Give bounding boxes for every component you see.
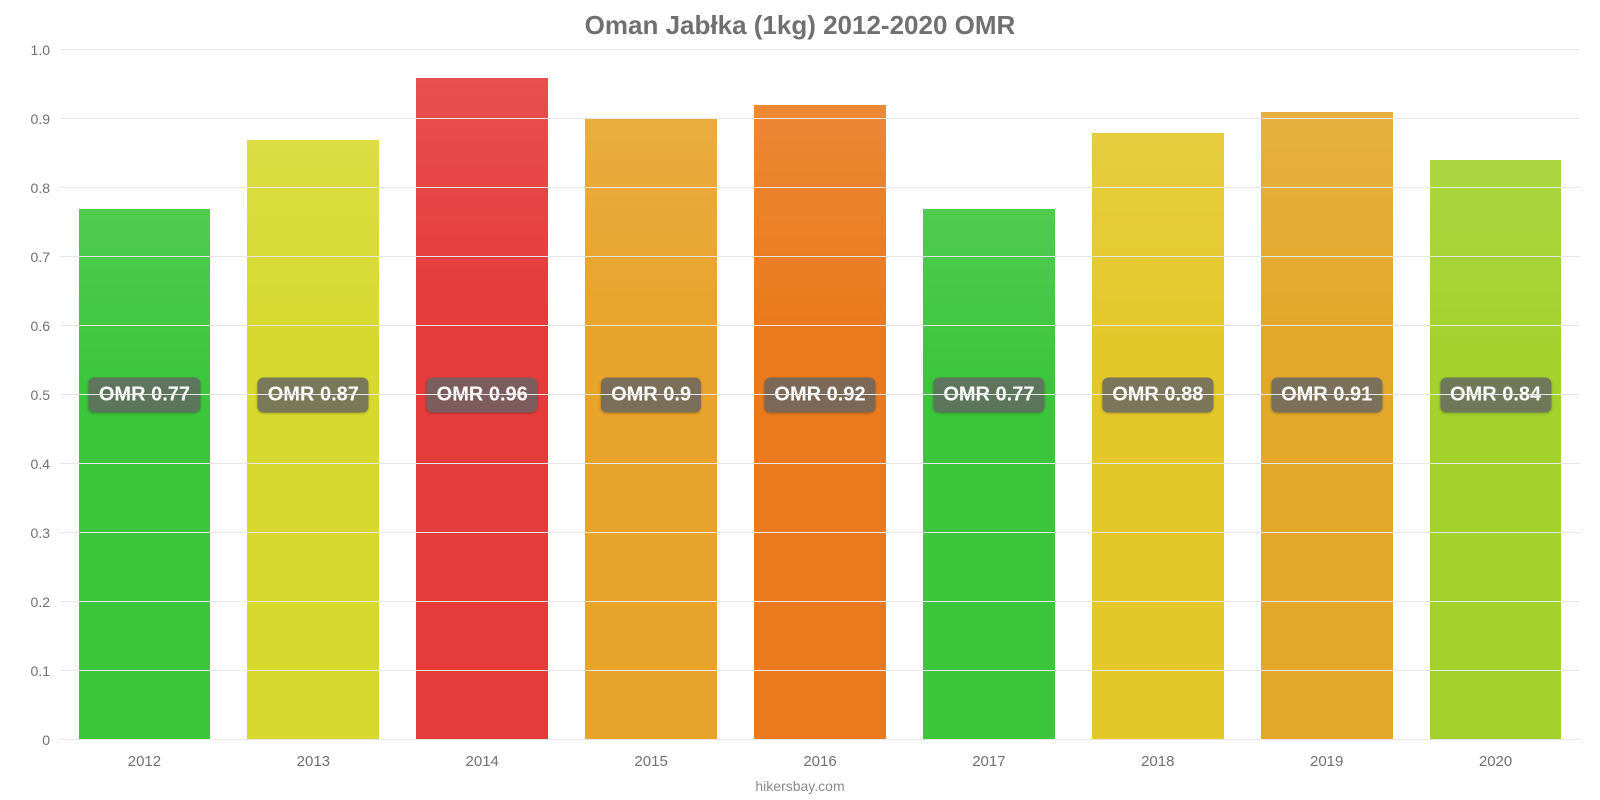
bar-highlight bbox=[585, 119, 717, 740]
ytick-label: 0 bbox=[42, 732, 60, 748]
xtick-label: 2014 bbox=[398, 753, 567, 770]
bar bbox=[247, 140, 379, 740]
ytick-label: 1.0 bbox=[31, 42, 60, 58]
xtick-label: 2017 bbox=[904, 753, 1073, 770]
bar-slot: OMR 0.9 bbox=[567, 50, 736, 740]
bar-highlight bbox=[1092, 133, 1224, 740]
gridline bbox=[60, 394, 1580, 395]
bar bbox=[585, 119, 717, 740]
gridline bbox=[60, 49, 1580, 50]
bar-highlight bbox=[416, 78, 548, 740]
gridline bbox=[60, 670, 1580, 671]
ytick-label: 0.8 bbox=[31, 180, 60, 196]
xtick-label: 2020 bbox=[1411, 753, 1580, 770]
bar-highlight bbox=[247, 140, 379, 740]
bar bbox=[1430, 160, 1562, 740]
bar-highlight bbox=[923, 209, 1055, 740]
chart-container: Oman Jabłka (1kg) 2012-2020 OMR OMR 0.77… bbox=[0, 0, 1600, 800]
bar-highlight bbox=[754, 105, 886, 740]
xtick-label: 2016 bbox=[736, 753, 905, 770]
ytick-label: 0.3 bbox=[31, 525, 60, 541]
bar-highlight bbox=[1430, 160, 1562, 740]
bar bbox=[923, 209, 1055, 740]
bar bbox=[754, 105, 886, 740]
ytick-label: 0.7 bbox=[31, 249, 60, 265]
bar-slot: OMR 0.84 bbox=[1411, 50, 1580, 740]
ytick-label: 0.6 bbox=[31, 318, 60, 334]
chart-title: Oman Jabłka (1kg) 2012-2020 OMR bbox=[0, 0, 1600, 47]
bar-slot: OMR 0.91 bbox=[1242, 50, 1411, 740]
bars-group: OMR 0.77OMR 0.87OMR 0.96OMR 0.9OMR 0.92O… bbox=[60, 50, 1580, 740]
ytick-label: 0.2 bbox=[31, 594, 60, 610]
gridline bbox=[60, 256, 1580, 257]
bar-slot: OMR 0.92 bbox=[736, 50, 905, 740]
xtick-label: 2013 bbox=[229, 753, 398, 770]
plot-area: OMR 0.77OMR 0.87OMR 0.96OMR 0.9OMR 0.92O… bbox=[60, 50, 1580, 740]
credit-text: hikersbay.com bbox=[0, 778, 1600, 794]
bar bbox=[79, 209, 211, 740]
xtick-label: 2019 bbox=[1242, 753, 1411, 770]
x-axis: 201220132014201520162017201820192020 bbox=[60, 753, 1580, 770]
bar-highlight bbox=[1261, 112, 1393, 740]
xtick-label: 2015 bbox=[567, 753, 736, 770]
ytick-label: 0.1 bbox=[31, 663, 60, 679]
gridline bbox=[60, 532, 1580, 533]
bar-slot: OMR 0.77 bbox=[60, 50, 229, 740]
bar bbox=[416, 78, 548, 740]
ytick-label: 0.5 bbox=[31, 387, 60, 403]
xtick-label: 2018 bbox=[1073, 753, 1242, 770]
bar bbox=[1261, 112, 1393, 740]
gridline bbox=[60, 463, 1580, 464]
gridline bbox=[60, 325, 1580, 326]
bar bbox=[1092, 133, 1224, 740]
bar-slot: OMR 0.96 bbox=[398, 50, 567, 740]
ytick-label: 0.9 bbox=[31, 111, 60, 127]
xtick-label: 2012 bbox=[60, 753, 229, 770]
bar-slot: OMR 0.77 bbox=[904, 50, 1073, 740]
bar-highlight bbox=[79, 209, 211, 740]
gridline bbox=[60, 739, 1580, 740]
gridline bbox=[60, 601, 1580, 602]
bar-slot: OMR 0.87 bbox=[229, 50, 398, 740]
ytick-label: 0.4 bbox=[31, 456, 60, 472]
gridline bbox=[60, 187, 1580, 188]
bar-slot: OMR 0.88 bbox=[1073, 50, 1242, 740]
gridline bbox=[60, 118, 1580, 119]
